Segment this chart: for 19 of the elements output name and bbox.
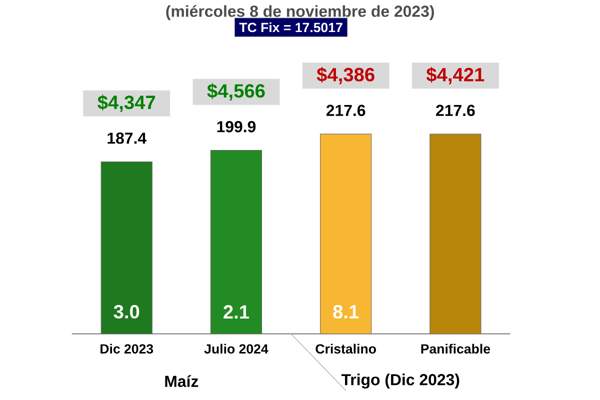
x-tick-label: Julio 2024 — [204, 344, 268, 354]
text: $4,347 — [98, 94, 156, 112]
chart-subtitle: (miércoles 8 de noviembre de 2023) — [166, 5, 434, 20]
text: Trigo (Dic 2023) — [341, 374, 460, 389]
text: Maíz — [165, 375, 198, 387]
text: TC Fix = 17.5017 — [239, 22, 342, 32]
annotation: 3.0 — [114, 304, 140, 319]
data-label: 187.4 — [108, 132, 146, 144]
data-label: 217.6 — [436, 104, 475, 116]
x-tick-label: Dic 2023 — [100, 344, 154, 354]
text: $4,566 — [207, 83, 265, 100]
x-tick-label: Cristalino — [316, 344, 376, 354]
text: $4,421 — [426, 67, 484, 84]
x-tick-label: Panificable — [421, 344, 490, 354]
annotation: 8.1 — [333, 304, 359, 319]
data-label: 217.6 — [326, 104, 366, 116]
text: $4,386 — [316, 67, 374, 84]
annotation: 2.1 — [224, 305, 249, 319]
data-label: 199.9 — [217, 121, 256, 132]
